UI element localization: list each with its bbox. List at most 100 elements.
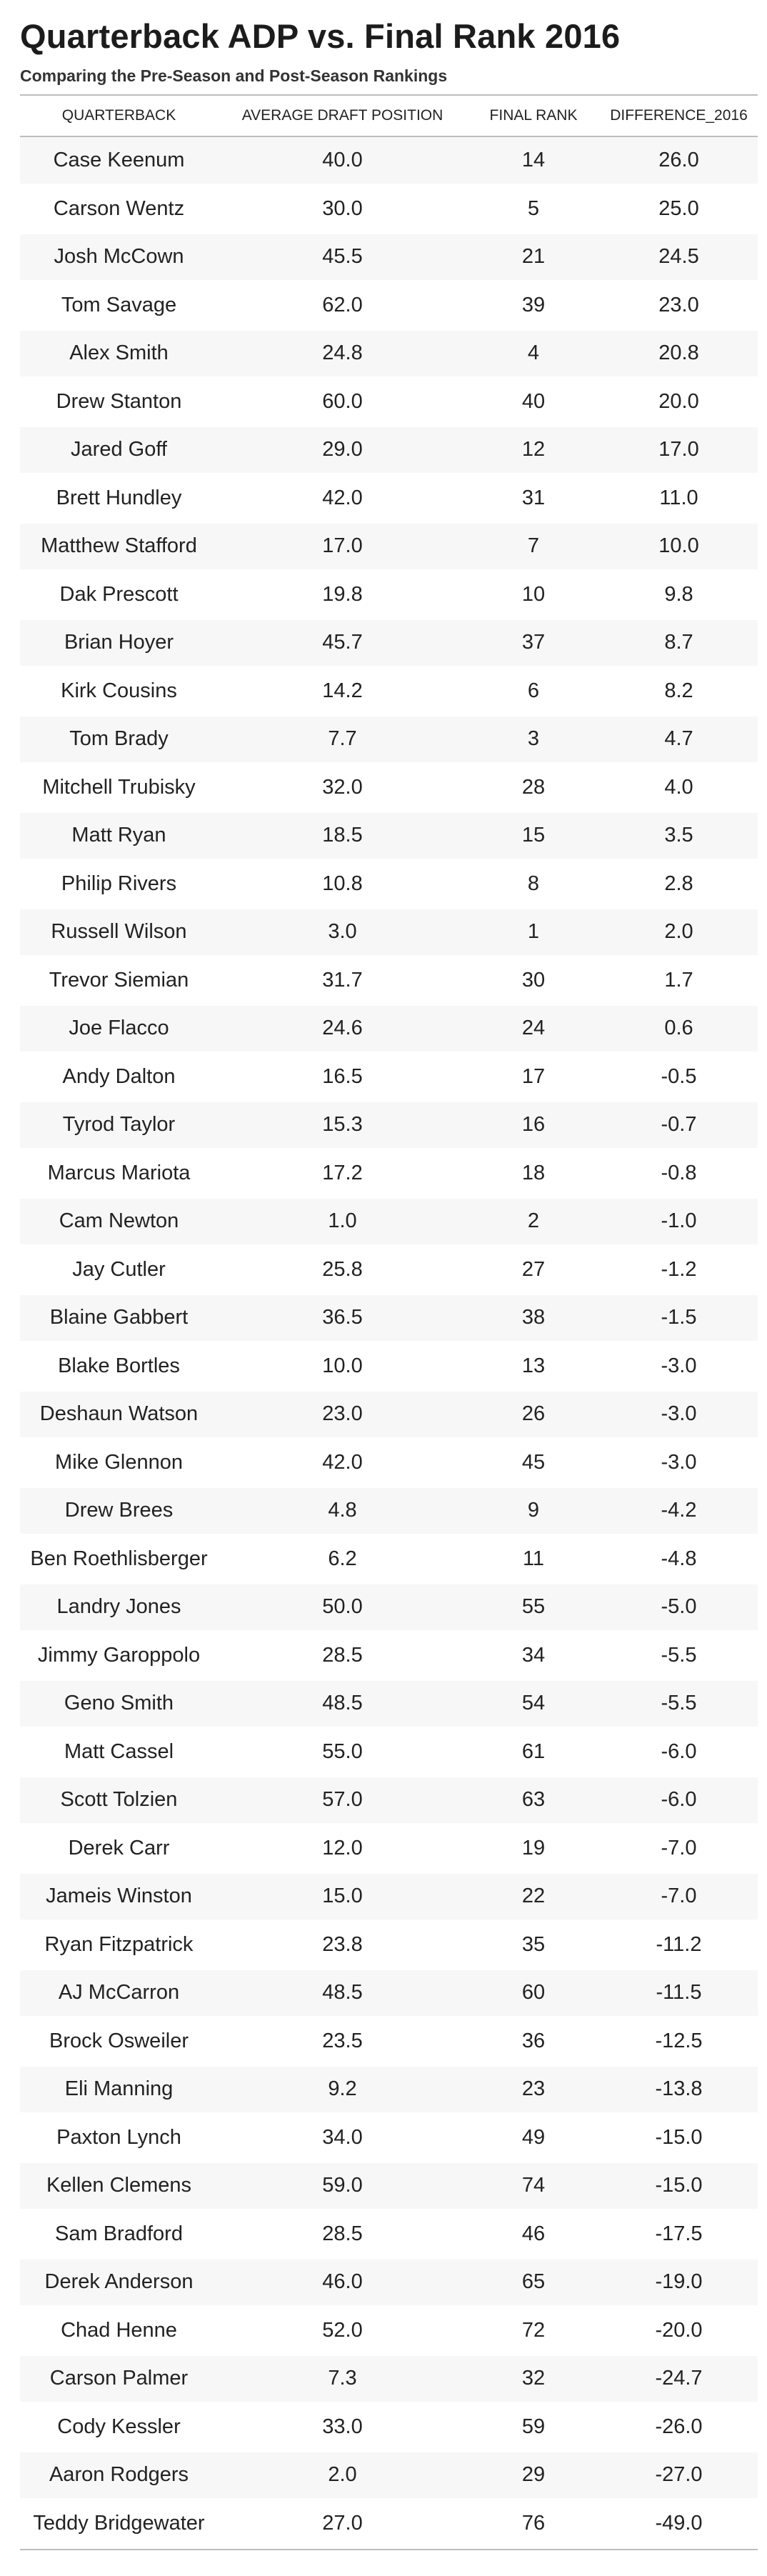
cell-quarterback: Matt Ryan: [20, 812, 218, 860]
cell-final-rank: 4: [467, 329, 600, 378]
cell-quarterback: Blaine Gabbert: [20, 1294, 218, 1342]
cell-quarterback: Carson Wentz: [20, 184, 218, 233]
table-row: Jay Cutler 25.8 27 -1.2: [20, 1245, 758, 1294]
cell-quarterback: Tyrod Taylor: [20, 1101, 218, 1149]
cell-difference: -5.0: [600, 1583, 758, 1632]
cell-final-rank: 37: [467, 619, 600, 667]
table-row: Ryan Fitzpatrick 23.8 35 -11.2: [20, 1920, 758, 1969]
cell-adp: 23.5: [218, 2017, 467, 2065]
table-row: Tom Savage 62.0 39 23.0: [20, 281, 758, 329]
cell-final-rank: 5: [467, 184, 600, 233]
cell-difference: -1.2: [600, 1245, 758, 1294]
cell-quarterback: Andy Dalton: [20, 1052, 218, 1101]
page-subtitle: Comparing the Pre-Season and Post-Season…: [20, 66, 448, 85]
table-row: Brett Hundley 42.0 31 11.0: [20, 474, 758, 522]
cell-quarterback: Eli Manning: [20, 2065, 218, 2114]
column-header-quarterback: QUARTERBACK: [20, 94, 218, 137]
cell-difference: 23.0: [600, 281, 758, 329]
table-row: Carson Palmer 7.3 32 -24.7: [20, 2355, 758, 2403]
cell-quarterback: Philip Rivers: [20, 859, 218, 908]
cell-adp: 23.8: [218, 1920, 467, 1969]
table-row: Brian Hoyer 45.7 37 8.7: [20, 619, 758, 667]
cell-difference: -26.0: [600, 2402, 758, 2451]
cell-quarterback: Ryan Fitzpatrick: [20, 1920, 218, 1969]
column-header-adp: AVERAGE DRAFT POSITION: [218, 94, 467, 137]
table-row: Jared Goff 29.0 12 17.0: [20, 426, 758, 474]
cell-final-rank: 11: [467, 1534, 600, 1583]
cell-final-rank: 49: [467, 2113, 600, 2162]
cell-adp: 24.8: [218, 329, 467, 378]
cell-final-rank: 24: [467, 1004, 600, 1053]
table-row: Andy Dalton 16.5 17 -0.5: [20, 1052, 758, 1101]
cell-adp: 4.8: [218, 1487, 467, 1535]
cell-adp: 45.7: [218, 619, 467, 667]
cell-difference: -5.5: [600, 1679, 758, 1728]
cell-adp: 33.0: [218, 2402, 467, 2451]
cell-difference: 4.0: [600, 763, 758, 812]
cell-final-rank: 1: [467, 908, 600, 957]
table-row: Mike Glennon 42.0 45 -3.0: [20, 1438, 758, 1487]
cell-final-rank: 36: [467, 2017, 600, 2065]
cell-adp: 62.0: [218, 281, 467, 329]
cell-quarterback: Scott Tolzien: [20, 1776, 218, 1824]
table-row: Josh McCown 45.5 21 24.5: [20, 233, 758, 281]
cell-quarterback: Alex Smith: [20, 329, 218, 378]
table-row: Sam Bradford 28.5 46 -17.5: [20, 2210, 758, 2258]
cell-adp: 15.0: [218, 1872, 467, 1921]
cell-difference: 10.0: [600, 522, 758, 571]
cell-final-rank: 30: [467, 956, 600, 1004]
cell-adp: 6.2: [218, 1534, 467, 1583]
table-header: QUARTERBACK AVERAGE DRAFT POSITION FINAL…: [20, 94, 758, 137]
cell-difference: -3.0: [600, 1438, 758, 1487]
table-row: Tom Brady 7.7 3 4.7: [20, 715, 758, 764]
cell-quarterback: Josh McCown: [20, 233, 218, 281]
table-row: Mitchell Trubisky 32.0 28 4.0: [20, 763, 758, 812]
cell-final-rank: 17: [467, 1052, 600, 1101]
cell-difference: -7.0: [600, 1824, 758, 1872]
table-row: Matt Cassel 55.0 61 -6.0: [20, 1727, 758, 1776]
cell-final-rank: 72: [467, 2306, 600, 2355]
column-header-final-rank: FINAL RANK: [467, 94, 600, 137]
cell-difference: -19.0: [600, 2258, 758, 2307]
cell-final-rank: 6: [467, 667, 600, 715]
cell-quarterback: Landry Jones: [20, 1583, 218, 1632]
cell-quarterback: Sam Bradford: [20, 2210, 218, 2258]
cell-final-rank: 76: [467, 2499, 600, 2547]
cell-final-rank: 3: [467, 715, 600, 764]
table-row: Chad Henne 52.0 72 -20.0: [20, 2306, 758, 2355]
table-row: Cam Newton 1.0 2 -1.0: [20, 1197, 758, 1246]
cell-difference: 24.5: [600, 233, 758, 281]
table-row: Teddy Bridgewater 27.0 76 -49.0: [20, 2499, 758, 2547]
cell-adp: 24.6: [218, 1004, 467, 1053]
cell-adp: 12.0: [218, 1824, 467, 1872]
cell-final-rank: 55: [467, 1583, 600, 1632]
cell-quarterback: AJ McCarron: [20, 1969, 218, 2017]
column-header-difference: DIFFERENCE_2016: [600, 94, 758, 137]
cell-quarterback: Tom Brady: [20, 715, 218, 764]
cell-adp: 19.8: [218, 570, 467, 619]
cell-final-rank: 74: [467, 2162, 600, 2210]
table-row: Landry Jones 50.0 55 -5.0: [20, 1583, 758, 1632]
cell-difference: -27.0: [600, 2451, 758, 2500]
cell-final-rank: 63: [467, 1776, 600, 1824]
cell-difference: -11.5: [600, 1969, 758, 2017]
cell-final-rank: 7: [467, 522, 600, 571]
cell-difference: 8.7: [600, 619, 758, 667]
table-row: Jameis Winston 15.0 22 -7.0: [20, 1872, 758, 1921]
table-row: Case Keenum 40.0 14 26.0: [20, 136, 758, 185]
cell-difference: -6.0: [600, 1776, 758, 1824]
cell-quarterback: Paxton Lynch: [20, 2113, 218, 2162]
cell-difference: -4.2: [600, 1487, 758, 1535]
cell-adp: 10.0: [218, 1342, 467, 1390]
cell-adp: 45.5: [218, 233, 467, 281]
table-row: Carson Wentz 30.0 5 25.0: [20, 184, 758, 233]
cell-adp: 52.0: [218, 2306, 467, 2355]
cell-quarterback: Jimmy Garoppolo: [20, 1631, 218, 1679]
cell-difference: 26.0: [600, 136, 758, 185]
cell-final-rank: 15: [467, 812, 600, 860]
cell-adp: 28.5: [218, 1631, 467, 1679]
cell-adp: 55.0: [218, 1727, 467, 1776]
cell-adp: 32.0: [218, 763, 467, 812]
cell-final-rank: 35: [467, 1920, 600, 1969]
cell-adp: 40.0: [218, 136, 467, 185]
